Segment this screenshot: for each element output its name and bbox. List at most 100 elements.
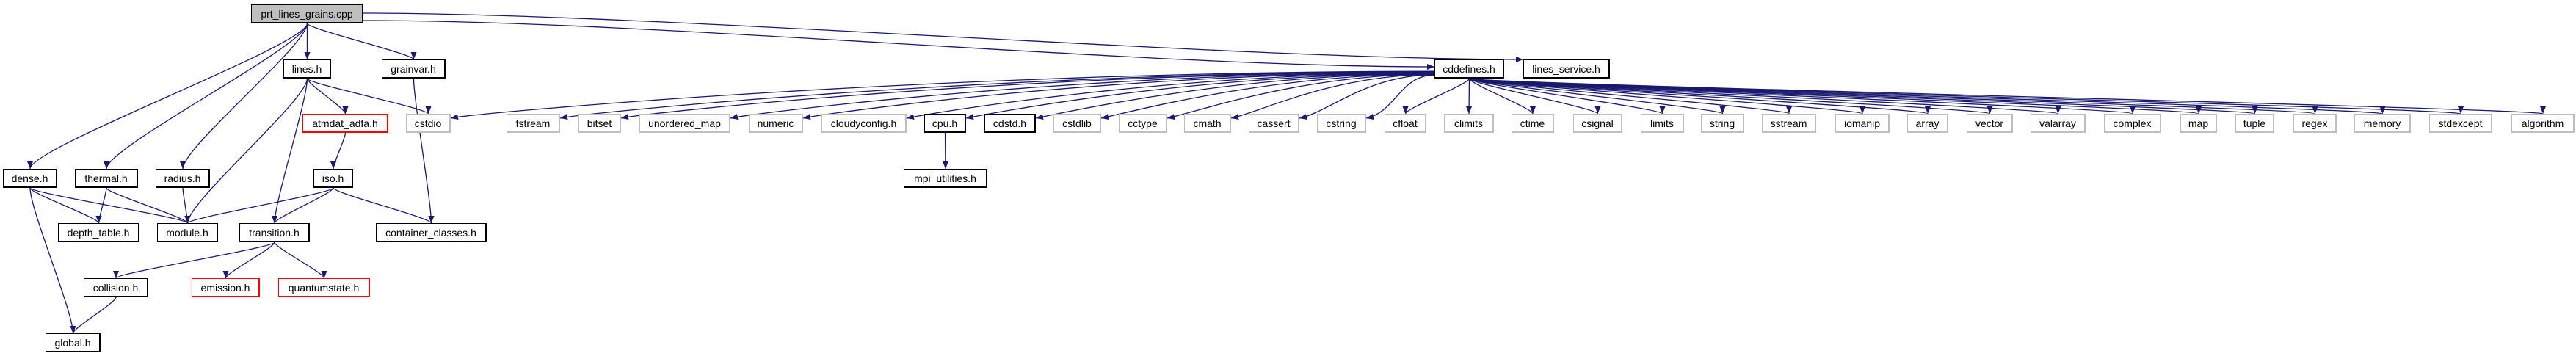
- node-label: global.h: [54, 336, 91, 349]
- node-mpi-utilities[interactable]: mpi_utilities.h: [904, 169, 987, 188]
- node-prt[interactable]: prt_lines_grains.cpp: [251, 4, 363, 23]
- node-thermal[interactable]: thermal.h: [75, 169, 138, 188]
- node-label: string: [1709, 117, 1735, 129]
- node-label: valarray: [2039, 117, 2076, 129]
- edge-dense-to-global: [29, 187, 76, 334]
- node-quantumstate[interactable]: quantumstate.h: [278, 278, 370, 297]
- node-label: cstdlib: [1062, 117, 1092, 129]
- node-grainvar[interactable]: grainvar.h: [382, 59, 446, 79]
- node-lines-service[interactable]: lines_service.h: [1523, 59, 1610, 79]
- node-label: dense.h: [11, 172, 48, 184]
- edge-cddefines-to-cassert: [1299, 74, 1435, 120]
- node-vector[interactable]: vector: [1967, 114, 2013, 133]
- edge-transition-to-emission: [222, 241, 275, 279]
- node-regex[interactable]: regex: [2293, 114, 2337, 133]
- node-cddefines[interactable]: cddefines.h: [1434, 59, 1504, 79]
- edge-transition-to-collision: [113, 241, 275, 279]
- node-cstdlib[interactable]: cstdlib: [1053, 114, 1101, 133]
- edge-cddefines-to-fstream: [559, 71, 1435, 120]
- edge-cddefines-to-cmath: [1230, 73, 1435, 120]
- node-cmath[interactable]: cmath: [1184, 114, 1231, 133]
- node-dense[interactable]: dense.h: [3, 169, 57, 188]
- edge-radius-to-module: [182, 187, 191, 224]
- node-label: fstream: [515, 117, 551, 129]
- node-complex[interactable]: complex: [2104, 114, 2161, 133]
- node-label: cloudyconfig.h: [830, 117, 897, 129]
- node-global[interactable]: global.h: [46, 333, 101, 352]
- node-sstream[interactable]: sstream: [1762, 114, 1816, 133]
- node-label: quantumstate.h: [288, 281, 360, 294]
- node-csignal[interactable]: csignal: [1573, 114, 1622, 133]
- edge-cddefines-to-limits: [1468, 78, 1666, 115]
- edge-cddefines-to-cstdio: [450, 70, 1435, 120]
- node-tuple[interactable]: tuple: [2235, 114, 2274, 133]
- node-label: regex: [2301, 117, 2328, 129]
- node-iso[interactable]: iso.h: [313, 169, 353, 188]
- node-label: numeric: [757, 117, 794, 129]
- node-limits[interactable]: limits: [1641, 114, 1684, 133]
- edge-cddefines-to-string: [1468, 78, 1726, 115]
- node-label: lines_service.h: [1532, 62, 1600, 75]
- node-cpu[interactable]: cpu.h: [924, 114, 966, 133]
- edge-iso-to-container_classes: [333, 187, 435, 224]
- edge-lines-to-module: [184, 78, 308, 224]
- node-array[interactable]: array: [1907, 114, 1948, 133]
- node-algorithm[interactable]: algorithm: [2511, 114, 2575, 133]
- node-module[interactable]: module.h: [157, 223, 218, 242]
- node-climits[interactable]: climits: [1444, 114, 1494, 133]
- node-stdexcept[interactable]: stdexcept: [2429, 114, 2492, 133]
- node-label: cstring: [1326, 117, 1357, 129]
- node-label: limits: [1650, 117, 1674, 129]
- edge-cddefines-to-stdexcept: [1468, 78, 2463, 115]
- edge-lines-to-atmdat_adfa: [306, 78, 349, 115]
- node-depth-table[interactable]: depth_table.h: [58, 223, 139, 242]
- node-string[interactable]: string: [1701, 114, 1744, 133]
- node-container-classes[interactable]: container_classes.h: [376, 223, 487, 242]
- node-label: radius.h: [164, 172, 201, 184]
- node-cfloat[interactable]: cfloat: [1385, 114, 1426, 133]
- node-label: sstream: [1770, 117, 1807, 129]
- edge-prt-to-dense: [27, 23, 308, 170]
- node-label: collision.h: [92, 281, 139, 294]
- node-label: cdstd.h: [993, 117, 1027, 129]
- node-label: unordered_map: [648, 117, 721, 129]
- node-label: array: [1915, 117, 1940, 129]
- node-unordered-map[interactable]: unordered_map: [639, 114, 730, 133]
- node-cstring[interactable]: cstring: [1317, 114, 1366, 133]
- edge-cddefines-to-climits: [1466, 78, 1473, 115]
- node-radius[interactable]: radius.h: [156, 169, 210, 188]
- node-bitset[interactable]: bitset: [578, 114, 621, 133]
- edge-dense-to-module: [29, 187, 191, 224]
- edge-cddefines-to-unordered_map: [730, 71, 1435, 120]
- node-collision[interactable]: collision.h: [84, 278, 148, 297]
- edge-grainvar-to-container_classes: [413, 78, 435, 224]
- node-lines[interactable]: lines.h: [283, 59, 331, 79]
- node-emission[interactable]: emission.h: [192, 278, 260, 297]
- edge-collision-to-global: [70, 297, 117, 334]
- node-iomanip[interactable]: iomanip: [1835, 114, 1890, 133]
- node-label: tuple: [2243, 117, 2266, 129]
- node-fstream[interactable]: fstream: [507, 114, 560, 133]
- node-valarray[interactable]: valarray: [2031, 114, 2086, 133]
- node-atmdat-adfa[interactable]: atmdat_adfa.h: [302, 114, 388, 133]
- node-map[interactable]: map: [2180, 114, 2217, 133]
- node-cstdio[interactable]: cstdio: [406, 114, 451, 133]
- edge-prt-to-lines_service: [363, 12, 1524, 62]
- node-cloudyconfig[interactable]: cloudyconfig.h: [821, 114, 907, 133]
- node-numeric[interactable]: numeric: [749, 114, 803, 133]
- node-label: map: [2188, 117, 2209, 129]
- node-label: cctype: [1128, 117, 1158, 129]
- node-label: transition.h: [249, 226, 300, 239]
- node-cdstd[interactable]: cdstd.h: [984, 114, 1036, 133]
- node-memory[interactable]: memory: [2354, 114, 2411, 133]
- node-cassert[interactable]: cassert: [1249, 114, 1299, 133]
- node-transition[interactable]: transition.h: [239, 223, 310, 242]
- node-ctime[interactable]: ctime: [1512, 114, 1554, 133]
- edge-thermal-to-module: [106, 187, 191, 224]
- node-label: grainvar.h: [391, 62, 436, 75]
- node-label: thermal.h: [84, 172, 128, 184]
- edge-dense-to-depth_table: [29, 187, 102, 224]
- node-cctype[interactable]: cctype: [1119, 114, 1167, 133]
- edge-iso-to-transition: [272, 187, 334, 224]
